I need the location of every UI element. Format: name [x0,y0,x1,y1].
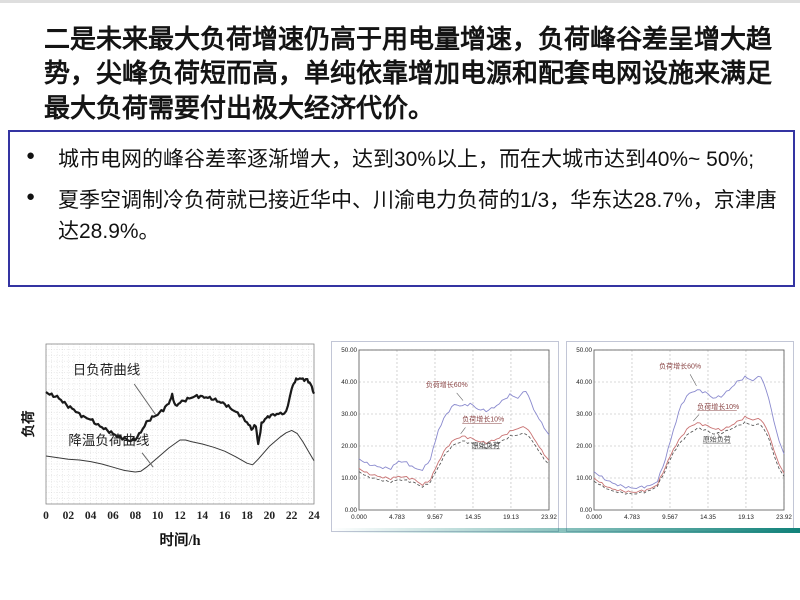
svg-text:0: 0 [43,510,49,522]
svg-text:30.00: 30.00 [341,411,357,418]
key-points-box: 城市电网的峰谷差率逐渐增大，达到30%以上，而在大城市达到40%~ 50%; 夏… [8,130,795,287]
svg-text:0.00: 0.00 [580,507,593,514]
svg-text:40.00: 40.00 [341,379,357,386]
load-growth-scenario-chart-1: 0.000 4.783 9.567 14.35 19.13 23.92 0.00 10.00 2… [331,341,559,532]
bullet-item-peak-valley: 城市电网的峰谷差率逐渐增大，达到30%以上，而在大城市达到40%~ 50%; [24,144,785,176]
slide-title: 二是未来最大负荷增速仍高于用电量增速，负荷峰谷差呈增大趋势，尖峰负荷短而高，单纯… [44,24,773,123]
svg-text:23.92: 23.92 [541,514,557,521]
svg-text:23.92: 23.92 [776,514,792,521]
svg-text:20: 20 [264,510,276,522]
svg-text:20.00: 20.00 [576,443,592,450]
svg-text:10.00: 10.00 [341,475,357,482]
svg-text:0.000: 0.000 [351,514,367,521]
load-growth-scenario-chart-2: 0.000 4.783 9.567 14.35 19.13 23.92 0.00 10.00 2… [566,341,794,532]
svg-text:18: 18 [241,510,253,522]
svg-text:19.13: 19.13 [503,514,519,521]
svg-text:原始负荷: 原始负荷 [703,435,731,444]
svg-text:14.35: 14.35 [465,514,481,521]
svg-text:4.783: 4.783 [624,514,640,521]
svg-text:9.567: 9.567 [427,514,443,521]
svg-text:0.000: 0.000 [586,514,602,521]
svg-text:40.00: 40.00 [576,379,592,386]
key-points-list: 城市电网的峰谷差率逐渐增大，达到30%以上，而在大城市达到40%~ 50%; 夏… [24,144,785,248]
bullet-item-cooling-load: 夏季空调制冷负荷就已接近华中、川渝电力负荷的1/3，华东达28.7%，京津唐达2… [24,185,785,248]
svg-text:9.567: 9.567 [662,514,678,521]
svg-text:10.00: 10.00 [576,475,592,482]
svg-text:原始负荷: 原始负荷 [472,440,500,449]
svg-text:19.13: 19.13 [738,514,754,521]
svg-text:日负荷曲线: 日负荷曲线 [73,362,141,377]
svg-text:4.783: 4.783 [389,514,405,521]
svg-text:负荷增长10%: 负荷增长10% [697,402,739,411]
svg-text:0.00: 0.00 [345,507,358,514]
svg-text:时间/h: 时间/h [159,531,200,549]
svg-text:负荷增长60%: 负荷增长60% [426,380,468,389]
svg-text:50.00: 50.00 [576,347,592,354]
daily-load-curve-chart: 0 02 04 06 08 10 12 14 16 18 20 22 24 时间/h 负荷 日负荷曲线降温负荷… [20,343,320,549]
svg-text:06: 06 [107,510,119,522]
slide-top-edge [0,0,800,3]
svg-text:30.00: 30.00 [576,411,592,418]
teal-accent-bar [330,528,800,533]
svg-text:08: 08 [130,510,142,522]
svg-text:降温负荷曲线: 降温负荷曲线 [68,433,149,448]
svg-text:负荷: 负荷 [20,410,36,437]
svg-text:16: 16 [219,510,231,522]
svg-text:负荷增长60%: 负荷增长60% [659,362,701,371]
svg-text:50.00: 50.00 [341,347,357,354]
svg-text:负荷增长10%: 负荷增长10% [462,415,504,424]
svg-text:04: 04 [85,510,97,522]
svg-text:02: 02 [63,510,75,522]
svg-text:20.00: 20.00 [341,443,357,450]
svg-text:14.35: 14.35 [700,514,716,521]
svg-text:22: 22 [286,510,298,522]
svg-text:14: 14 [197,510,209,522]
svg-text:24: 24 [308,510,320,522]
svg-text:12: 12 [174,510,186,522]
svg-text:10: 10 [152,510,164,522]
